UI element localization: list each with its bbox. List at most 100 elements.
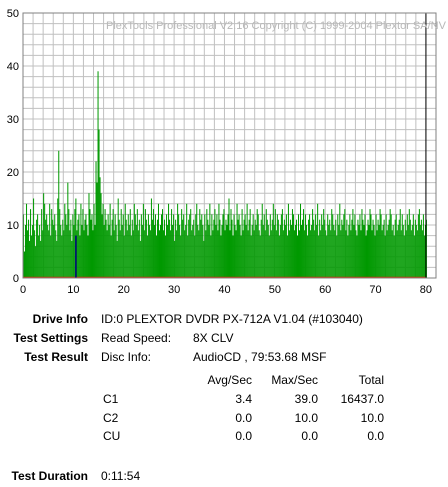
c1-bar: [380, 214, 382, 278]
c1-bar: [110, 235, 112, 278]
c1-bar: [37, 214, 39, 278]
x-tick-label: 30: [168, 284, 180, 296]
c1-bar: [240, 235, 242, 278]
c1-bar: [259, 235, 261, 278]
c1-bar: [53, 225, 55, 278]
c1-bar: [26, 203, 28, 278]
c1-bar: [234, 225, 236, 278]
c1-bar: [367, 219, 369, 278]
c1-bar: [304, 230, 306, 278]
c1-bar: [52, 219, 54, 278]
c1-bar: [227, 214, 229, 278]
c1-bar: [66, 225, 68, 278]
c1-bar: [312, 209, 314, 278]
c1-bar: [400, 230, 402, 278]
c1-bar: [270, 230, 272, 278]
c1-bar: [81, 225, 83, 278]
test-duration-label: Test Duration: [11, 469, 88, 483]
x-tick-labels: 0 10 20 30 40 50 60 70 80: [20, 284, 432, 296]
row-c1-max: 39.0: [294, 392, 318, 406]
c1-bar: [120, 209, 122, 278]
c1-bar: [341, 219, 343, 278]
c1-bar: [265, 209, 267, 278]
c1-bar: [196, 203, 198, 278]
error-rate-chart: PlexTools Professional V2.16 Copyright (…: [7, 8, 447, 296]
c1-bar: [252, 214, 254, 278]
c1-bar: [353, 225, 355, 278]
c1-bar: [287, 203, 289, 278]
c1-bar: [297, 214, 300, 278]
c1-bar: [193, 219, 195, 278]
c1-bar: [190, 209, 192, 278]
c1-bar: [305, 214, 307, 278]
c1-bar: [393, 235, 395, 278]
c1-bar: [221, 225, 223, 278]
c1-bar: [176, 230, 178, 278]
y-tick-label: 20: [7, 167, 19, 179]
c1-bar: [408, 209, 410, 278]
c1-bar: [178, 214, 180, 278]
c1-bar: [112, 209, 114, 278]
c1-bar: [85, 214, 87, 278]
c1-bar: [262, 225, 264, 278]
c1-bar: [371, 230, 373, 278]
c1-bar: [363, 225, 365, 278]
c1-bar: [322, 225, 324, 278]
c1-bar: [410, 230, 412, 278]
c1-bar: [273, 225, 275, 278]
c1-bar: [229, 230, 231, 278]
c1-bar: [78, 214, 80, 278]
disc-info-value: AudioCD , 79:53.68 MSF: [193, 350, 327, 364]
c1-bar: [396, 230, 398, 278]
c1-bar: [377, 219, 379, 278]
c1-bar: [364, 214, 366, 278]
c1-bar: [292, 214, 294, 278]
c1-bar: [395, 214, 397, 278]
c1-bar: [96, 182, 98, 278]
c1-bar: [247, 230, 249, 278]
c1-bar: [255, 225, 257, 278]
c1-bar: [89, 209, 91, 278]
c1-bar: [285, 214, 287, 278]
row-name-c1: C1: [103, 392, 119, 406]
row-c1-total: 16437.0: [340, 392, 384, 406]
c1-bar: [159, 225, 162, 278]
c1-bar: [387, 225, 389, 278]
c1-bar: [55, 230, 57, 278]
c1-bar: [422, 214, 424, 278]
c1-bar: [243, 219, 245, 278]
c1-bar: [333, 225, 335, 278]
c1-bar: [218, 203, 220, 278]
c1-bar: [260, 219, 262, 278]
c1-bar: [54, 214, 56, 278]
c1-bar: [208, 225, 210, 278]
c1-bar: [384, 235, 386, 278]
c1-bar: [87, 235, 89, 278]
c1-bar: [402, 225, 404, 278]
c1-bar: [370, 214, 372, 278]
c1-bar: [308, 219, 310, 278]
c1-bar: [134, 214, 136, 278]
header-max: Max/Sec: [271, 373, 318, 387]
c1-bar: [340, 230, 342, 278]
c1-bar: [354, 214, 356, 278]
c1-bar: [389, 209, 391, 278]
c1-bar: [91, 214, 93, 278]
c1-bar: [214, 209, 216, 278]
c1-bar: [34, 230, 36, 278]
c1-bar: [100, 193, 102, 278]
c1-bar: [114, 214, 116, 278]
c1-bar: [164, 219, 166, 278]
c1-bar: [43, 193, 45, 278]
header-total: Total: [358, 373, 384, 387]
c1-bar: [143, 230, 145, 278]
c1-bar: [330, 230, 332, 278]
c1-bar: [24, 251, 26, 278]
c1-bar: [404, 219, 406, 278]
c1-bar: [99, 177, 101, 278]
c1-bar: [394, 219, 396, 278]
c1-bar: [31, 235, 33, 278]
test-result-label: Test Result: [24, 350, 88, 364]
c1-bar: [421, 230, 423, 278]
c1-bar: [378, 225, 380, 278]
